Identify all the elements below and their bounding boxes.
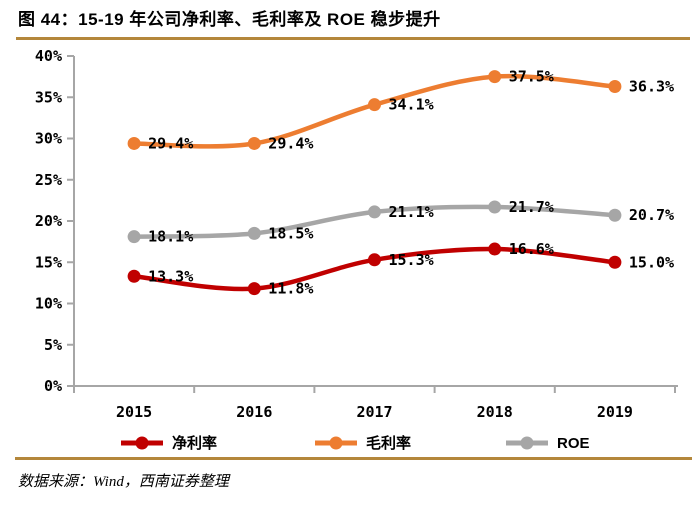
y-tick-label: 5% (44, 336, 62, 354)
data-point-roe (368, 205, 381, 219)
x-axis-label: 2018 (477, 403, 513, 421)
data-label-net-margin: 15.0% (629, 253, 674, 271)
data-label-roe: 18.5% (268, 224, 313, 242)
data-label-gross-margin: 34.1% (389, 96, 434, 114)
source-text: 数据来源：Wind，西南证券整理 (18, 474, 229, 490)
y-tick-label: 30% (35, 130, 62, 148)
figure-title: 图 44：15-19 年公司净利率、毛利率及 ROE 稳步提升 (18, 10, 441, 29)
data-label-net-margin: 13.3% (148, 267, 193, 285)
data-label-roe: 20.7% (629, 206, 674, 224)
line-chart: 0% 5% 10% 15% 20% 25% 30% 35% 40% 2015 2016 2017 201… (35, 47, 678, 452)
source-divider (15, 457, 692, 460)
data-point-net-margin (488, 242, 502, 256)
data-point-gross-margin (247, 136, 261, 150)
data-label-roe: 21.7% (509, 198, 554, 216)
data-point-net-margin (368, 253, 381, 267)
legend-marker-net-margin (135, 436, 149, 450)
legend-item-roe: ROE (506, 435, 590, 452)
data-point-gross-margin (127, 136, 141, 150)
data-label-net-margin: 15.3% (389, 251, 434, 269)
y-tick-label: 25% (35, 171, 62, 189)
data-point-gross-margin (608, 80, 622, 94)
data-label-gross-margin: 36.3% (629, 78, 674, 96)
data-point-roe (127, 230, 141, 244)
data-label-gross-margin: 37.5% (509, 68, 554, 86)
y-tick-label: 20% (35, 212, 62, 230)
data-label-gross-margin: 29.4% (268, 134, 313, 152)
x-axis-label: 2019 (597, 403, 633, 421)
legend-label-gross-margin: 毛利率 (366, 434, 411, 452)
legend-marker-gross-margin (329, 436, 343, 450)
figure-44: 图 44：15-19 年公司净利率、毛利率及 ROE 稳步提升 0% 5% 10% 1… (0, 8, 695, 491)
data-label-roe: 21.1% (389, 203, 434, 221)
data-point-roe (488, 200, 502, 214)
y-tick-label: 15% (35, 253, 62, 271)
data-point-net-margin (608, 255, 622, 269)
data-point-net-margin (247, 282, 261, 296)
data-label-net-margin: 11.8% (268, 280, 313, 298)
x-axis-label: 2016 (236, 403, 272, 421)
y-tick-label: 10% (35, 295, 62, 313)
x-axis-label: 2017 (356, 403, 392, 421)
data-label-roe: 18.1% (148, 228, 193, 246)
data-point-net-margin (127, 269, 141, 283)
x-axis-label: 2015 (116, 403, 152, 421)
legend-item-net-margin: 净利率 (121, 434, 217, 452)
data-point-roe (247, 226, 261, 240)
legend-label-roe: ROE (557, 435, 590, 452)
y-tick-label: 0% (44, 377, 62, 395)
legend-label-net-margin: 净利率 (172, 434, 217, 452)
series-line-gross-margin (131, 73, 618, 149)
legend-marker-roe (520, 436, 534, 450)
data-point-roe (608, 208, 622, 222)
data-label-net-margin: 16.6% (509, 240, 554, 258)
data-point-gross-margin (368, 98, 381, 112)
data-label-gross-margin: 29.4% (148, 134, 193, 152)
y-tick-label: 35% (35, 88, 62, 106)
y-tick-label: 40% (35, 47, 62, 65)
data-point-gross-margin (488, 70, 502, 84)
title-underline (16, 37, 690, 40)
legend-item-gross-margin: 毛利率 (315, 434, 411, 452)
